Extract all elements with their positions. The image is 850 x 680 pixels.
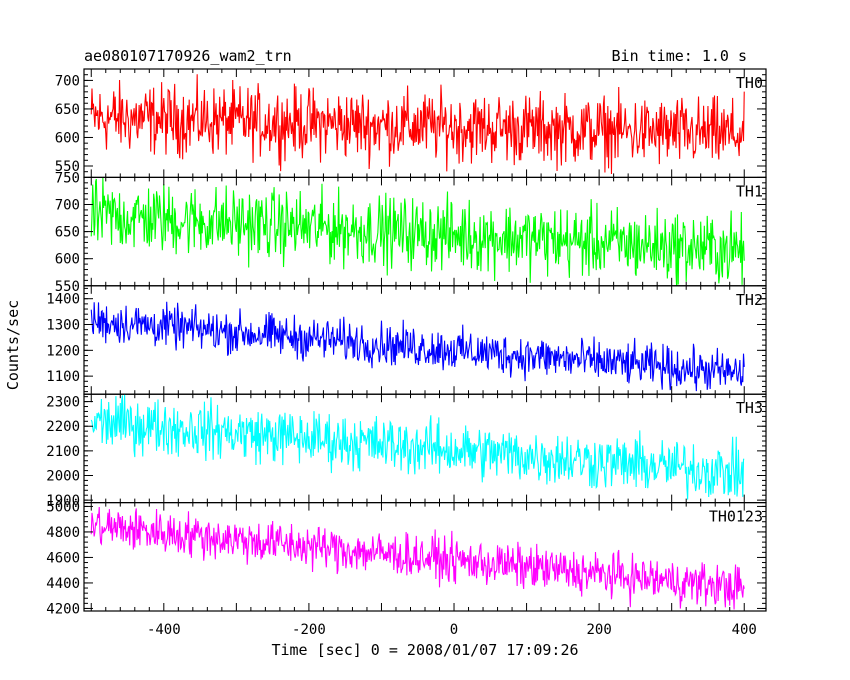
panel-frame [83, 285, 767, 395]
y-tick-label: 4200 [46, 601, 80, 617]
y-tick-label: 2000 [46, 469, 80, 485]
series-line-th0123 [90, 507, 745, 610]
y-tick-label: 1400 [46, 292, 80, 308]
panels: 550 600 650 700 TH0 550 600 650 700 750 TH1 1100 120… [46, 68, 767, 617]
y-tick-label: 600 [55, 252, 80, 268]
panel-frame [83, 502, 767, 612]
x-tick-label: 400 [732, 622, 757, 638]
x-axis-label: Time [sec] 0 = 2008/01/07 17:09:26 [271, 641, 578, 659]
y-tick-label: 2200 [46, 419, 80, 435]
panel-th0: 550 600 650 700 TH0 [55, 68, 767, 179]
series-line-th1 [90, 177, 745, 286]
y-tick-label: 550 [55, 159, 80, 175]
y-tick-label: 4400 [46, 576, 80, 592]
chart-title: ae080107170926_wam2_trn [84, 47, 292, 65]
x-tick-label: 200 [586, 622, 611, 638]
panel-label-th3: TH3 [736, 399, 763, 417]
y-tick-label: 1200 [46, 343, 80, 359]
y-tick-label: 700 [55, 198, 80, 214]
y-tick-label: 750 [55, 170, 80, 186]
panel-th0123: 4200 4400 4600 4800 5000 TH0123 [46, 499, 767, 617]
panel-label-th0: TH0 [736, 74, 763, 92]
x-axis: -400 -200 0 200 400 [147, 622, 757, 638]
panel-th1: 550 600 650 700 750 TH1 [55, 170, 767, 295]
series-line-th3 [90, 394, 745, 500]
panel-th3: 1900 2000 2100 2200 2300 TH3 [46, 393, 767, 509]
y-tick-label: 4600 [46, 550, 80, 566]
panel-label-th2: TH2 [736, 291, 763, 309]
panel-label-th0123: TH0123 [709, 508, 763, 526]
y-tick-label: 2100 [46, 444, 80, 460]
x-tick-label: -200 [292, 622, 326, 638]
x-tick-label: 0 [450, 622, 458, 638]
panel-label-th1: TH1 [736, 182, 763, 200]
y-tick-label: 1900 [46, 493, 80, 509]
y-tick-label: 5000 [46, 499, 80, 515]
y-axis-label: Counts/sec [4, 300, 22, 390]
series-line-th2 [90, 301, 745, 392]
y-tick-label: 550 [55, 279, 80, 295]
y-tick-label: 600 [55, 130, 80, 146]
series-line-th0 [90, 74, 745, 175]
bin-time-label: Bin time: 1.0 s [612, 47, 747, 65]
y-tick-label: 2300 [46, 395, 80, 411]
y-tick-label: 1100 [46, 369, 80, 385]
y-tick-label: 650 [55, 225, 80, 241]
y-tick-label: 4800 [46, 525, 80, 541]
panel-th2: 1100 1200 1300 1400 TH2 [46, 285, 767, 395]
y-tick-label: 1300 [46, 318, 80, 334]
x-tick-label: -400 [147, 622, 181, 638]
y-tick-label: 700 [55, 73, 80, 89]
y-tick-label: 650 [55, 102, 80, 118]
